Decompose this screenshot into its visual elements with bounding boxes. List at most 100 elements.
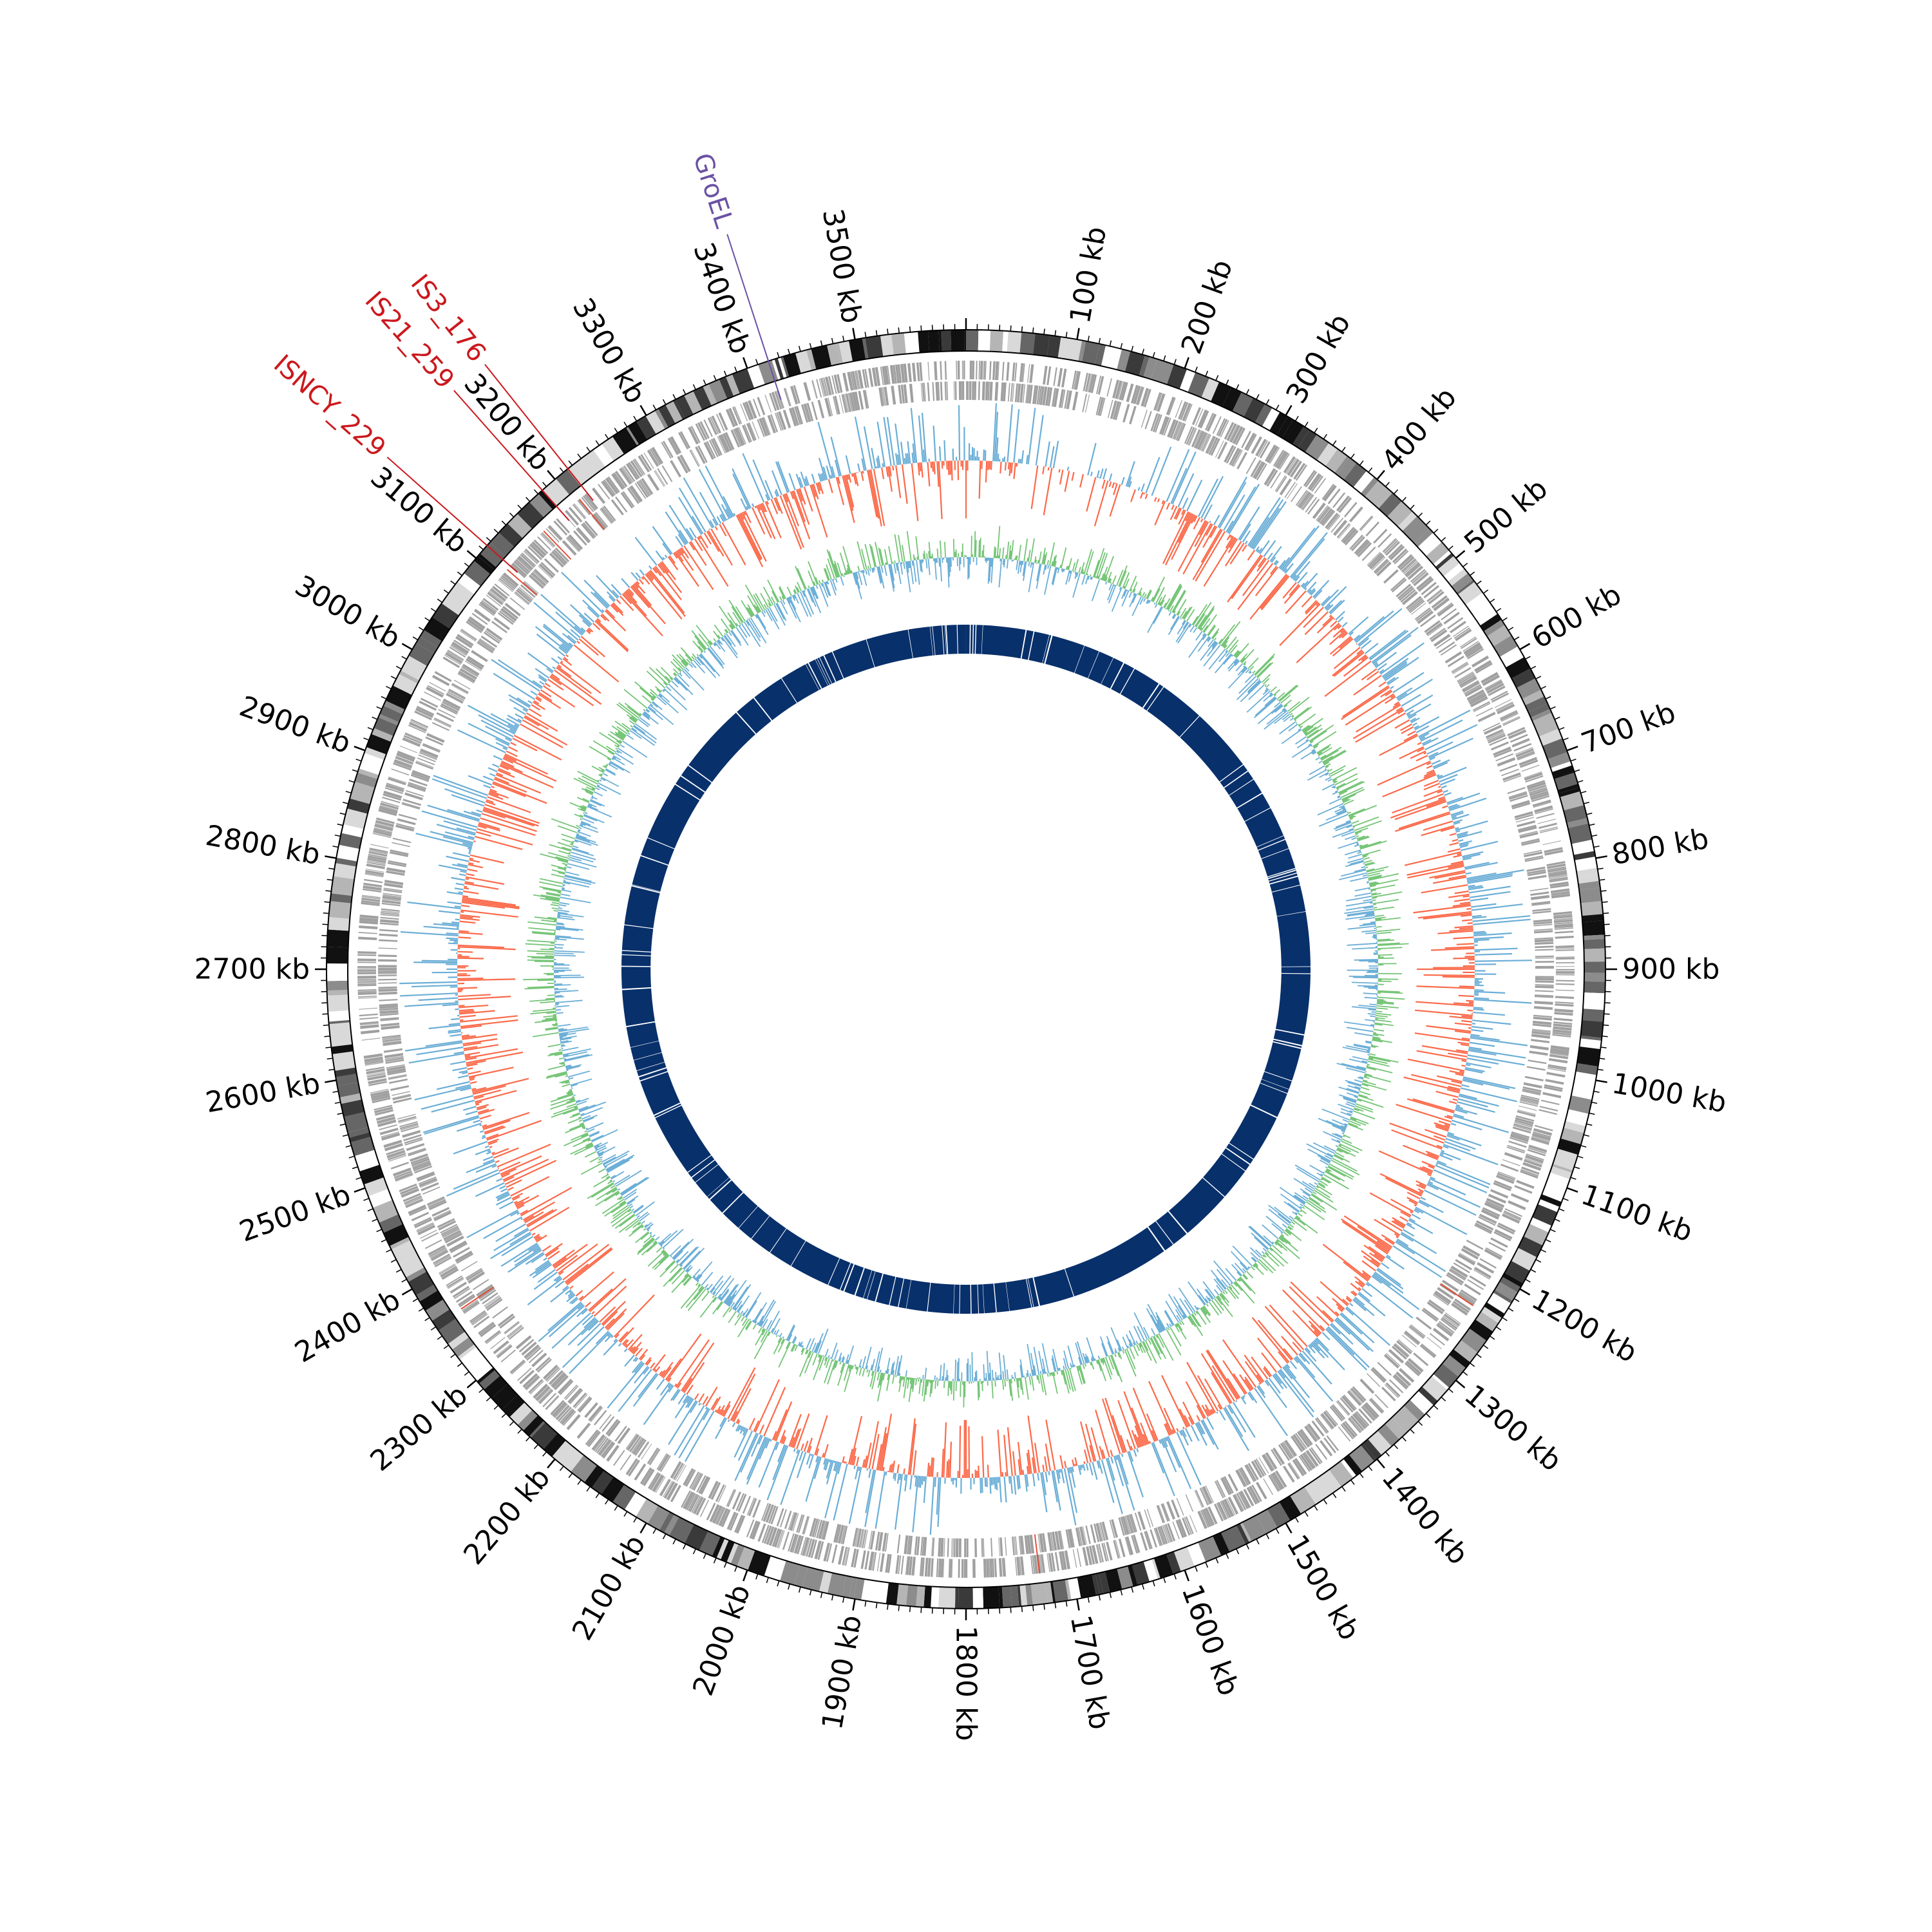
gene-feature xyxy=(470,1311,487,1324)
minor-tick xyxy=(1577,780,1584,783)
gene-feature xyxy=(768,1505,777,1524)
gene-feature xyxy=(370,844,389,849)
gc-skew-positive xyxy=(687,1398,694,1408)
gene-feature xyxy=(1265,444,1276,462)
gc-skew-positive xyxy=(1401,694,1421,707)
gene-feature xyxy=(1550,1045,1570,1051)
gene-feature xyxy=(491,585,508,600)
gc-skew-negative xyxy=(578,1295,584,1300)
gene-feature xyxy=(1160,417,1170,435)
gc-skew-positive xyxy=(806,1453,811,1465)
gc-skew-positive xyxy=(1468,1049,1497,1056)
gene-feature xyxy=(1477,1262,1495,1274)
gc-skew-negative xyxy=(668,555,676,564)
minor-tick xyxy=(363,1198,370,1201)
gene-feature xyxy=(1524,771,1542,779)
gene-feature xyxy=(408,1148,426,1155)
gc-content-high xyxy=(1193,604,1208,626)
gene-feature xyxy=(679,454,691,472)
ideogram-band xyxy=(747,364,765,388)
gene-feature xyxy=(1530,792,1549,800)
gc-skew-positive xyxy=(1167,1435,1192,1490)
ideogram-band xyxy=(1213,1532,1230,1556)
gc-skew-negative xyxy=(510,742,516,746)
gene-feature xyxy=(1457,671,1473,682)
minor-tick xyxy=(1385,482,1390,488)
minor-tick xyxy=(633,1517,638,1523)
gc-skew-negative xyxy=(1454,890,1469,895)
gene-feature xyxy=(1417,611,1434,624)
gc-skew-negative xyxy=(1423,782,1440,791)
gene-feature xyxy=(540,533,554,548)
gc-skew-negative xyxy=(500,1155,542,1175)
gc-content-low xyxy=(1133,592,1135,596)
gc-content-high xyxy=(1038,551,1042,564)
gene-feature xyxy=(1539,822,1557,829)
gene-feature xyxy=(400,1124,419,1131)
gc-skew-positive xyxy=(1052,1470,1061,1511)
minor-tick xyxy=(1448,1388,1454,1393)
gc-content-low xyxy=(1175,621,1189,643)
gc-skew-negative xyxy=(488,1141,498,1146)
gene-feature xyxy=(621,467,633,483)
gc-skew-positive xyxy=(1088,1463,1094,1476)
gc-skew-positive xyxy=(1349,1302,1354,1307)
gene-feature xyxy=(1145,1530,1153,1549)
gene-feature xyxy=(528,574,544,589)
gene-feature xyxy=(417,1223,435,1233)
gc-skew-positive xyxy=(1460,840,1499,851)
gene-feature xyxy=(983,1558,987,1578)
gc-skew-negative xyxy=(558,1271,564,1276)
gc-skew-negative xyxy=(658,1370,663,1376)
tick-label: 3400 kb xyxy=(687,238,757,358)
gene-feature xyxy=(1138,387,1144,406)
gene-feature xyxy=(1163,417,1171,436)
ideogram-band xyxy=(1560,791,1584,811)
gene-feature xyxy=(1143,388,1150,407)
gene-feature xyxy=(440,703,459,714)
gene-feature xyxy=(1411,602,1426,615)
ideogram-band xyxy=(1025,1584,1033,1606)
gc-skew-negative xyxy=(653,567,661,576)
gene-feature xyxy=(1385,541,1401,556)
gene-feature xyxy=(695,423,705,441)
ideogram-band xyxy=(1153,1554,1173,1579)
gc-skew-negative xyxy=(592,623,601,630)
gene-feature xyxy=(1325,1410,1338,1426)
gene-feature xyxy=(582,495,596,511)
gene-feature xyxy=(385,784,404,791)
gene-feature xyxy=(363,885,382,891)
minor-tick xyxy=(509,512,515,518)
gc-skew-positive xyxy=(1385,1256,1405,1270)
gene-feature xyxy=(1530,791,1549,799)
gene-feature xyxy=(837,1524,845,1544)
gene-feature xyxy=(1210,438,1220,456)
minor-tick xyxy=(1393,1444,1399,1450)
gene-feature xyxy=(1039,1533,1045,1553)
gc-content-low xyxy=(990,558,993,567)
gc-skew-negative xyxy=(1413,904,1471,914)
gene-feature xyxy=(402,799,421,806)
gc-skew-negative xyxy=(1459,927,1473,930)
gc-skew-positive xyxy=(795,473,802,488)
gene-feature xyxy=(1502,772,1521,781)
gc-skew-negative xyxy=(1454,925,1473,929)
gc-skew-negative xyxy=(630,1346,636,1352)
gc-skew-positive xyxy=(845,455,851,474)
gene-feature xyxy=(1459,1253,1476,1263)
ideogram-band xyxy=(465,1353,489,1376)
gene-feature xyxy=(773,1529,782,1548)
gene-feature xyxy=(632,459,644,476)
ideogram-band xyxy=(1502,1273,1524,1287)
gene-feature xyxy=(1459,636,1476,648)
gc-skew-negative xyxy=(504,753,548,775)
gene-feature xyxy=(1553,918,1573,921)
gc-skew-negative xyxy=(1407,1058,1465,1072)
gene-feature xyxy=(1202,1486,1213,1504)
gc-skew-negative xyxy=(624,1343,628,1347)
gene-feature xyxy=(1316,505,1329,521)
gene-feature xyxy=(438,708,456,719)
gene-feature xyxy=(1162,1503,1170,1522)
gene-feature xyxy=(378,986,397,989)
gc-skew-negative xyxy=(501,1173,511,1178)
